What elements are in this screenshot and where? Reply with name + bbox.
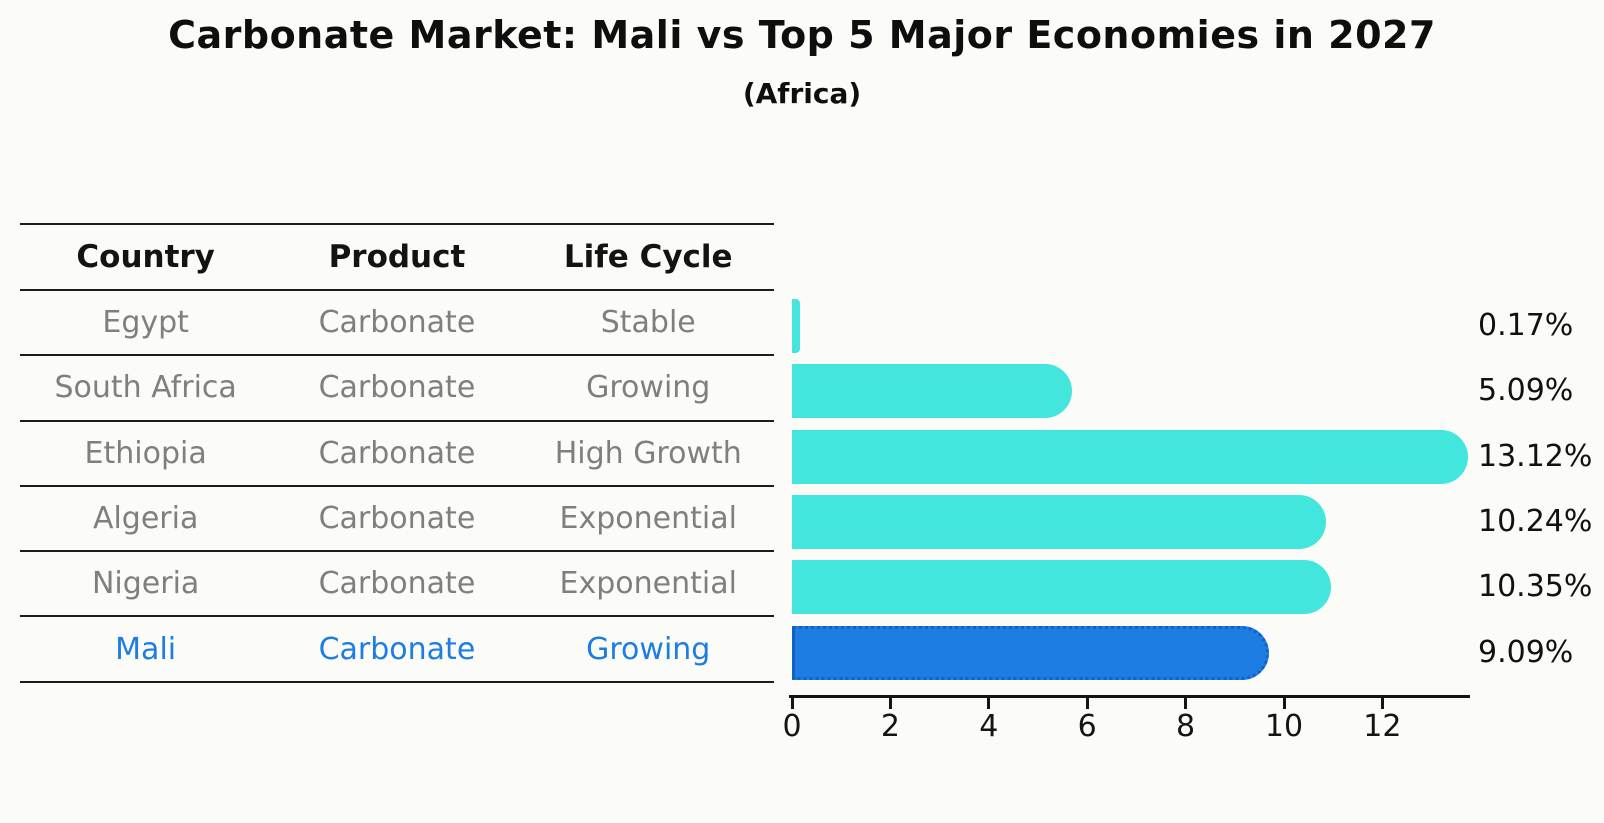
value-label-nigeria: 10.35% [1478,569,1593,605]
x-axis-tick [888,698,892,709]
table-row-egypt: Egypt Carbonate Stable [20,291,774,354]
cell-product: Carbonate [318,631,476,667]
bar-south-africa [792,364,1073,419]
x-axis-tick-label: 6 [1077,709,1097,744]
table-row-rule [20,615,774,618]
value-label-egypt: 0.17% [1478,308,1574,343]
cell-life-cycle: Exponential [559,566,737,602]
value-label-mali: 9.09% [1478,634,1574,670]
cell-product: Carbonate [318,370,476,406]
x-axis-tick-label: 8 [1176,709,1196,744]
cell-country: Algeria [92,501,199,537]
x-axis-tick-label: 10 [1264,709,1304,744]
table-row-rule [20,484,774,487]
cell-life-cycle: Exponential [559,501,737,537]
value-label-ethiopia: 13.12% [1478,438,1593,474]
cell-product: Carbonate [318,501,476,537]
cell-country: Nigeria [91,566,200,602]
x-axis-tick-label: 4 [979,709,999,744]
chart-subtitle: (Africa) [742,77,862,110]
comparison-table: Country Product Life Cycle Egypt Carbona… [20,223,774,683]
cell-life-cycle: Growing [586,370,711,406]
header-product: Product [328,239,466,275]
table-row-nigeria: Nigeria Carbonate Exponential [20,552,774,615]
x-axis-line [789,695,1470,698]
x-axis-tick [1184,698,1188,709]
table-top-rule [20,223,774,225]
bar-algeria [792,494,1326,549]
header-life-cycle: Life Cycle [563,239,733,275]
table-bottom-rule [20,680,774,683]
cell-product: Carbonate [318,435,476,471]
table-row-mali: Mali Carbonate Growing [20,617,774,680]
table-row-algeria: Algeria Carbonate Exponential [20,487,774,550]
x-axis-tick [790,698,794,709]
cell-life-cycle: Stable [600,305,696,341]
cell-life-cycle: High Growth [554,435,742,471]
x-axis-tick [987,698,991,709]
x-axis-tick-label: 12 [1363,709,1402,744]
table-header-row: Country Product Life Cycle [20,225,774,289]
bar-nigeria [792,560,1332,615]
table-row-ethiopia: Ethiopia Carbonate High Growth [20,422,774,485]
table-row-rule [20,550,774,553]
bar-egypt [792,299,801,353]
cell-country: Egypt [102,305,189,341]
cell-country: Mali [115,631,177,667]
x-axis-tick [1085,698,1089,709]
x-axis-tick-label: 0 [782,709,802,744]
table-row-south-africa: South Africa Carbonate Growing [20,356,774,419]
value-label-algeria: 10.24% [1478,503,1593,539]
cell-country: Ethiopia [84,435,207,471]
cell-life-cycle: Growing [586,631,711,667]
value-label-south-africa: 5.09% [1478,373,1574,409]
x-axis-tick [1380,698,1384,709]
bar-mali [792,625,1270,680]
cell-product: Carbonate [318,305,476,341]
table-row-rule [20,354,774,357]
chart-title: Carbonate Market: Mali vs Top 5 Major Ec… [168,13,1436,57]
bar-ethiopia [792,429,1468,484]
table-row-rule [20,419,774,422]
header-country: Country [76,239,215,275]
x-axis-tick-label: 2 [880,709,900,744]
cell-product: Carbonate [318,566,476,602]
cell-country: South Africa [54,370,237,406]
table-header-rule [20,289,774,291]
x-axis-tick [1282,698,1286,709]
